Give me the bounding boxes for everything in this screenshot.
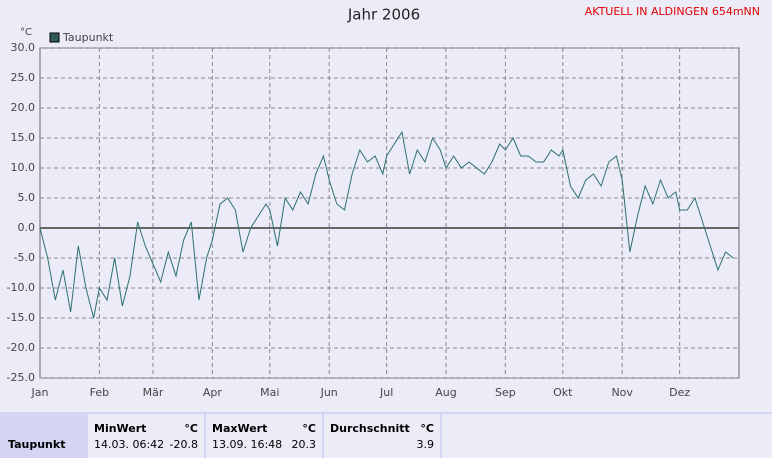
x-tick-label: Okt — [553, 386, 573, 399]
x-tick-label: Jul — [379, 386, 393, 399]
stat-unit: °C — [302, 422, 316, 435]
x-tick-label: Feb — [90, 386, 109, 399]
notice: AKTUELL IN ALDINGEN 654mNN — [585, 5, 760, 18]
x-tick-label: Sep — [495, 386, 516, 399]
y-tick-label: 0.0 — [18, 221, 36, 234]
y-unit: °C — [20, 27, 32, 38]
stats-table: Taupunkt MinWert °C 14.03. 06:42 -20.8 MaxWe… — [0, 412, 772, 458]
stat-heading: MinWert — [94, 422, 147, 435]
chart-title: Jahr 2006 — [347, 6, 420, 24]
stat-time: 14.03. 06:42 — [94, 438, 165, 451]
x-tick-label: Aug — [435, 386, 456, 399]
stat-value: 20.3 — [291, 438, 317, 451]
data-line — [39, 130, 734, 319]
x-tick-label: Jan — [31, 386, 49, 399]
empty-cell — [442, 414, 772, 458]
y-tick-label: 25.0 — [11, 71, 36, 84]
stat-unit: °C — [420, 422, 434, 435]
y-tick-label: -25.0 — [7, 371, 35, 384]
legend-label: Taupunkt — [62, 31, 114, 44]
row-label: Taupunkt — [8, 438, 66, 451]
legend-swatch — [49, 32, 60, 43]
x-tick-label: Apr — [203, 386, 223, 399]
stat-value: 3.9 — [416, 438, 435, 451]
stat-heading: MaxWert — [212, 422, 268, 435]
y-tick-label: -10.0 — [7, 281, 35, 294]
stat-unit: °C — [184, 422, 198, 435]
y-tick-label: 15.0 — [11, 131, 36, 144]
x-tick-label: Mär — [143, 386, 164, 399]
y-tick-label: -5.0 — [14, 251, 35, 264]
y-tick-label: 10.0 — [11, 161, 36, 174]
y-tick-label: -15.0 — [7, 311, 35, 324]
y-tick-label: 5.0 — [18, 191, 36, 204]
stat-cell: Durchschnitt °C 3.9 — [324, 414, 440, 458]
x-tick-label: Jun — [320, 386, 338, 399]
stat-time: 13.09. 16:48 — [212, 438, 283, 451]
y-tick-label: 30.0 — [11, 41, 36, 54]
y-tick-label: -20.0 — [7, 341, 35, 354]
x-tick-label: Mai — [260, 386, 279, 399]
stat-heading: Durchschnitt — [330, 422, 410, 435]
chart: Jahr 2006 AKTUELL IN ALDINGEN 654mNN °C … — [7, 5, 760, 399]
stat-cell: MinWert °C 14.03. 06:42 -20.8 — [88, 414, 204, 458]
stat-cell: MaxWert °C 13.09. 16:48 20.3 — [206, 414, 322, 458]
stat-value: -20.8 — [169, 438, 198, 451]
plot-frame — [39, 47, 740, 379]
x-tick-label: Nov — [611, 386, 633, 399]
y-tick-label: 20.0 — [11, 101, 36, 114]
x-tick-label: Dez — [669, 386, 690, 399]
